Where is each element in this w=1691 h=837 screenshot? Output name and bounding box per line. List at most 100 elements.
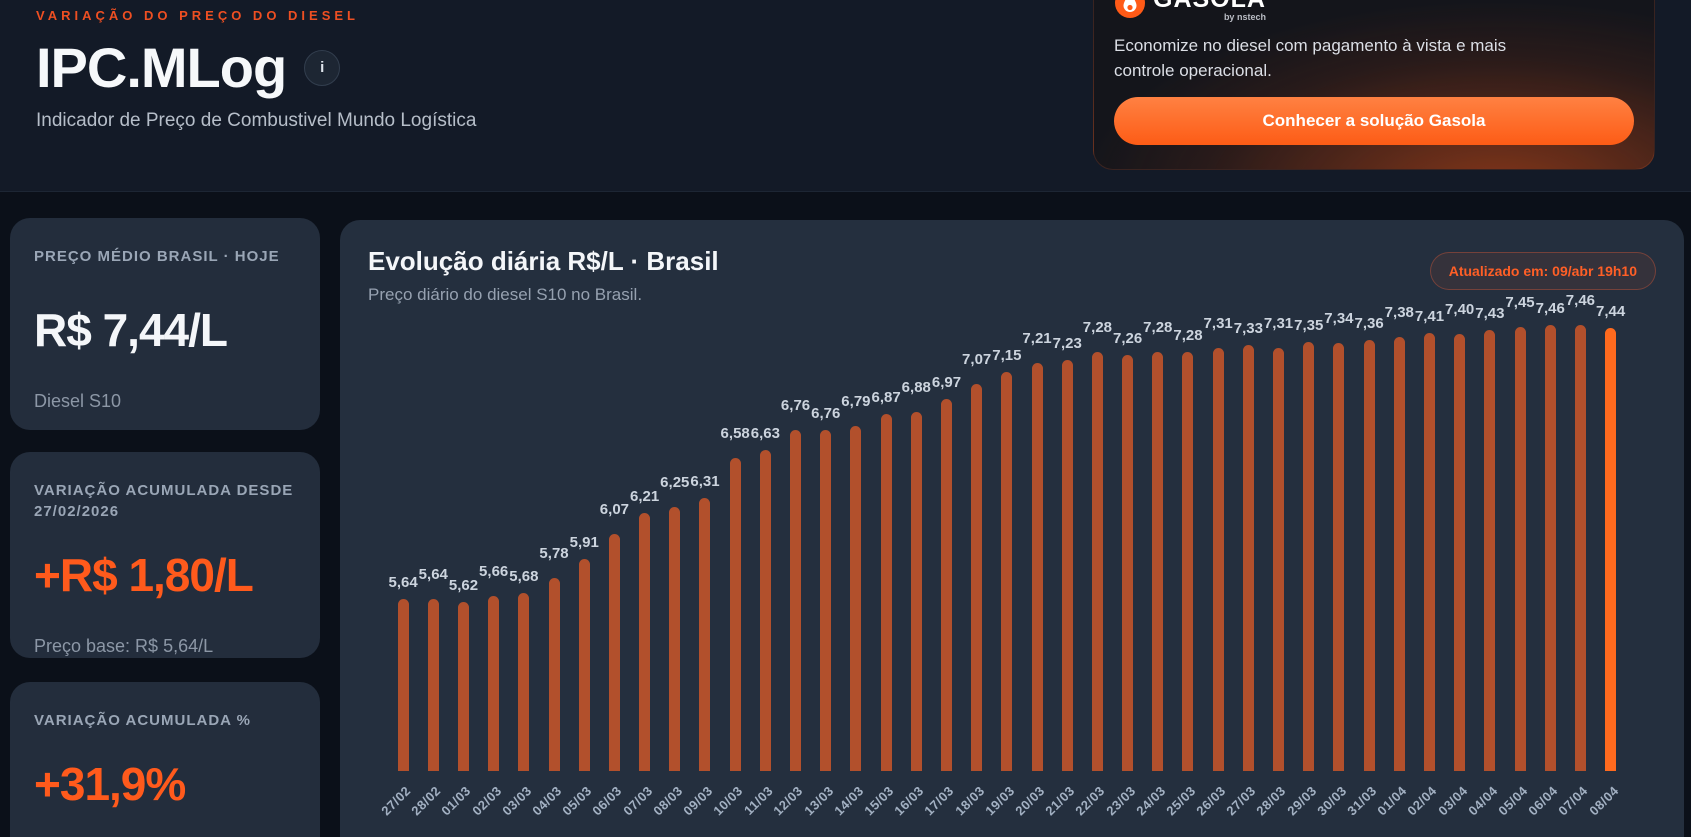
bar[interactable]	[1544, 325, 1556, 771]
bar-value-label: 7,46	[1535, 300, 1565, 317]
bar-column: 6,07 06/03	[590, 319, 629, 818]
bar[interactable]	[518, 593, 530, 771]
x-axis-tick-label: 28/03	[1253, 783, 1290, 819]
bar-column: 7,41 02/04	[1405, 308, 1444, 818]
bar-value-label: 6,88	[901, 379, 931, 396]
bar[interactable]	[1091, 352, 1103, 771]
bar[interactable]	[1423, 333, 1435, 771]
x-axis-tick-label: 08/03	[649, 783, 686, 819]
x-axis-tick-label: 12/03	[770, 783, 807, 819]
bar[interactable]	[1363, 340, 1375, 771]
bar-column: 5,68 03/03	[499, 319, 539, 818]
bar[interactable]	[729, 458, 741, 771]
bar-value-label: 5,68	[509, 568, 539, 585]
stat-card-accumulated-variation: VARIAÇÃO ACUMULADA DESDE 27/02/2026 +R$ …	[10, 452, 320, 658]
bar[interactable]	[1061, 360, 1073, 771]
bar-column: 7,46 07/04	[1556, 292, 1595, 818]
bar-value-label: 5,78	[539, 545, 569, 562]
bar-column: 5,64 27/02	[378, 319, 418, 818]
bar-column: 5,64 28/02	[408, 319, 448, 818]
bar[interactable]	[971, 384, 983, 771]
bar-column: 7,26 23/03	[1103, 319, 1143, 818]
bar-value-label: 5,66	[479, 563, 509, 580]
bar-value-label: 6,63	[750, 425, 780, 442]
bar[interactable]	[608, 534, 620, 771]
bar-column: 7,38 01/04	[1374, 304, 1414, 818]
bar[interactable]	[1514, 327, 1526, 771]
bar[interactable]	[1454, 334, 1466, 771]
bar[interactable]	[1122, 355, 1134, 771]
bar-column: 6,97 17/03	[922, 319, 961, 818]
bar-value-label: 7,46	[1565, 292, 1596, 309]
bar[interactable]	[1333, 343, 1345, 771]
bar[interactable]	[1484, 330, 1496, 771]
bar[interactable]	[457, 602, 469, 771]
stat-value: +31,9%	[34, 758, 186, 810]
brand-name: GASOLA	[1153, 0, 1266, 13]
x-axis-tick-label: 20/03	[1012, 783, 1048, 819]
bar[interactable]	[397, 599, 409, 771]
x-axis-tick-label: 22/03	[1072, 783, 1109, 819]
bar-column: 5,62 01/03	[439, 319, 478, 818]
info-icon[interactable]: i	[304, 49, 341, 86]
bar-column: 7,21 20/03	[1012, 319, 1052, 818]
promo-cta-button[interactable]: Conhecer a solução Gasola	[1114, 97, 1634, 146]
chart-subtitle: Preço diário do diesel S10 no Brasil.	[368, 285, 643, 304]
x-axis-tick-label: 02/04	[1404, 783, 1441, 819]
bar[interactable]	[1574, 325, 1586, 771]
bar[interactable]	[910, 412, 922, 771]
x-axis-tick-label: 23/03	[1102, 783, 1139, 819]
bar[interactable]	[1152, 352, 1164, 771]
bar-value-label: 7,44	[1595, 303, 1626, 320]
bar[interactable]	[488, 596, 500, 771]
bar-column: 6,25 08/03	[650, 319, 690, 818]
x-axis-tick-label: 31/03	[1344, 783, 1380, 819]
x-axis-tick-label: 21/03	[1042, 783, 1078, 819]
bar[interactable]	[820, 430, 832, 771]
bar[interactable]	[759, 450, 771, 771]
x-axis-tick-label: 14/03	[831, 783, 867, 819]
bar[interactable]	[1303, 342, 1315, 771]
bar[interactable]	[639, 513, 651, 771]
bar[interactable]	[669, 507, 681, 771]
bar-column: 7,40 03/04	[1435, 301, 1475, 818]
bar[interactable]	[1273, 348, 1285, 771]
bar[interactable]	[1031, 363, 1043, 771]
x-axis-tick-label: 07/03	[619, 783, 656, 819]
bar[interactable]	[699, 498, 711, 771]
daily-evolution-chart-card: Evolução diária R$/L · Brasil Preço diár…	[340, 220, 1684, 837]
bar[interactable]	[578, 559, 590, 771]
stat-label: VARIAÇÃO ACUMULADA DESDE 27/02/2026	[34, 482, 294, 520]
x-axis-tick-label: 08/04	[1585, 783, 1622, 819]
bar[interactable]	[548, 578, 560, 771]
bar-value-label: 7,34	[1324, 310, 1354, 327]
bar[interactable]	[940, 399, 952, 771]
bar-current-day[interactable]	[1605, 328, 1617, 771]
bar[interactable]	[790, 430, 802, 771]
bar[interactable]	[427, 599, 439, 771]
x-axis-tick-label: 01/03	[438, 783, 475, 819]
bar[interactable]	[1212, 348, 1224, 771]
bar[interactable]	[1001, 372, 1013, 771]
bar-column: 7,46 06/04	[1525, 300, 1565, 818]
bar-column: 6,21 07/03	[620, 319, 660, 818]
bar[interactable]	[880, 414, 892, 771]
bar-column: 6,79 14/03	[831, 319, 871, 818]
bar-value-label: 7,41	[1414, 308, 1445, 325]
bar[interactable]	[1182, 352, 1194, 771]
bar-value-label: 7,21	[1022, 330, 1052, 347]
bar-column: 7,43 04/04	[1465, 305, 1505, 818]
x-axis-tick-label: 18/03	[951, 783, 988, 819]
stat-caption: Preço base: R$ 5,64/L	[34, 636, 214, 656]
bar-column: 6,31 09/03	[680, 319, 720, 818]
bar-value-label: 5,64	[388, 574, 418, 591]
bar-value-label: 7,23	[1052, 335, 1082, 352]
bar-column: 7,31 26/03	[1193, 315, 1233, 818]
x-axis-tick-label: 04/03	[529, 783, 565, 819]
bar[interactable]	[1242, 345, 1254, 771]
bar-column: 6,58 10/03	[710, 319, 750, 818]
bar[interactable]	[850, 426, 862, 771]
bar[interactable]	[1393, 337, 1405, 771]
bar-column: 7,28 22/03	[1073, 319, 1112, 818]
bar-column: 5,91 05/03	[559, 319, 599, 818]
